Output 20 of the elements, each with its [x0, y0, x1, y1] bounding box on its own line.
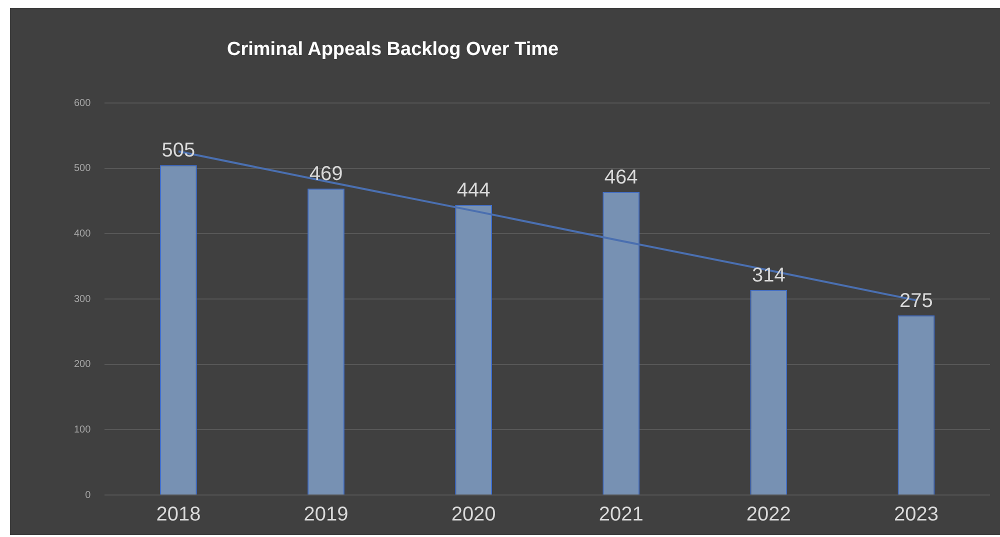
y-tick-label: 400: [74, 228, 92, 240]
data-label: 275: [900, 290, 933, 312]
x-tick-label: 2018: [156, 504, 201, 526]
data-label: 469: [309, 163, 343, 186]
x-tick-label: 2021: [598, 504, 644, 526]
y-tick-label: 600: [74, 98, 92, 109]
y-tick-label: 100: [74, 424, 92, 436]
y-tick-label: 300: [74, 294, 92, 305]
data-label: 314: [752, 264, 786, 286]
chart-title: Criminal Appeals Backlog Over Time: [227, 39, 559, 60]
y-tick-label: 0: [85, 490, 92, 501]
x-tick-label: 2022: [746, 504, 791, 526]
y-tick-label: 500: [74, 163, 92, 174]
data-label: 444: [456, 179, 490, 202]
data-label: 464: [604, 166, 638, 188]
y-tick-label: 200: [74, 359, 92, 370]
data-label: 505: [162, 140, 196, 162]
x-tick-label: 2023: [894, 504, 938, 526]
x-tick-label: 2019: [304, 504, 348, 526]
x-tick-label: 2020: [451, 504, 496, 526]
